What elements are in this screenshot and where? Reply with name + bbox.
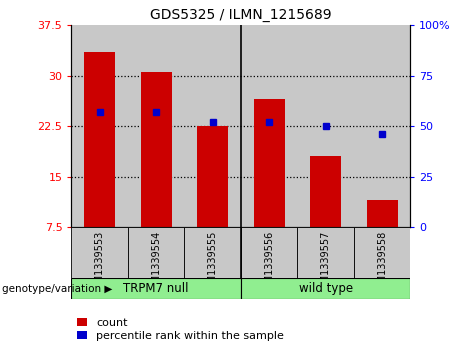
Text: TRPM7 null: TRPM7 null — [124, 282, 189, 295]
Bar — [354, 25, 410, 227]
Bar — [354, 227, 410, 278]
Legend: count, percentile rank within the sample: count, percentile rank within the sample — [77, 318, 284, 341]
Bar — [297, 25, 354, 227]
Bar — [366, 200, 397, 227]
Bar — [71, 25, 128, 227]
Bar — [241, 227, 297, 278]
Bar — [141, 73, 171, 227]
Bar — [297, 227, 354, 278]
Bar — [71, 227, 128, 278]
Bar — [254, 99, 284, 227]
Bar — [241, 25, 297, 227]
Bar — [128, 25, 184, 227]
Bar — [241, 278, 410, 299]
Text: GSM1339553: GSM1339553 — [95, 231, 105, 296]
Bar — [310, 156, 341, 227]
Text: GSM1339555: GSM1339555 — [207, 231, 218, 296]
Title: GDS5325 / ILMN_1215689: GDS5325 / ILMN_1215689 — [150, 8, 331, 22]
Text: wild type: wild type — [299, 282, 353, 295]
Bar — [84, 52, 115, 227]
Text: GSM1339557: GSM1339557 — [320, 231, 331, 296]
Text: GSM1339556: GSM1339556 — [264, 231, 274, 296]
Bar — [71, 278, 241, 299]
Bar — [128, 227, 184, 278]
Bar — [184, 227, 241, 278]
Text: GSM1339558: GSM1339558 — [377, 231, 387, 296]
Bar — [184, 25, 241, 227]
Bar — [197, 126, 228, 227]
Text: genotype/variation ▶: genotype/variation ▶ — [2, 284, 112, 294]
Text: GSM1339554: GSM1339554 — [151, 231, 161, 296]
